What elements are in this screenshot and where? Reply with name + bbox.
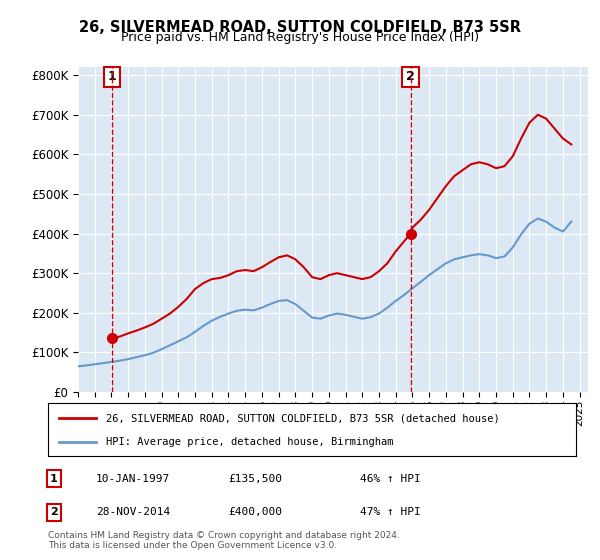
Text: 26, SILVERMEAD ROAD, SUTTON COLDFIELD, B73 5SR (detached house): 26, SILVERMEAD ROAD, SUTTON COLDFIELD, B… xyxy=(106,413,500,423)
Text: 26, SILVERMEAD ROAD, SUTTON COLDFIELD, B73 5SR: 26, SILVERMEAD ROAD, SUTTON COLDFIELD, B… xyxy=(79,20,521,35)
Text: Contains HM Land Registry data © Crown copyright and database right 2024.
This d: Contains HM Land Registry data © Crown c… xyxy=(48,530,400,550)
Text: 10-JAN-1997: 10-JAN-1997 xyxy=(96,474,170,484)
Text: 46% ↑ HPI: 46% ↑ HPI xyxy=(360,474,421,484)
Text: 2: 2 xyxy=(406,71,415,83)
Text: £135,500: £135,500 xyxy=(228,474,282,484)
Text: 1: 1 xyxy=(107,71,116,83)
Text: £400,000: £400,000 xyxy=(228,507,282,517)
Text: 2: 2 xyxy=(50,507,58,517)
Text: 47% ↑ HPI: 47% ↑ HPI xyxy=(360,507,421,517)
Text: 1: 1 xyxy=(50,474,58,484)
Text: Price paid vs. HM Land Registry's House Price Index (HPI): Price paid vs. HM Land Registry's House … xyxy=(121,31,479,44)
Text: 28-NOV-2014: 28-NOV-2014 xyxy=(96,507,170,517)
Text: HPI: Average price, detached house, Birmingham: HPI: Average price, detached house, Birm… xyxy=(106,436,394,446)
